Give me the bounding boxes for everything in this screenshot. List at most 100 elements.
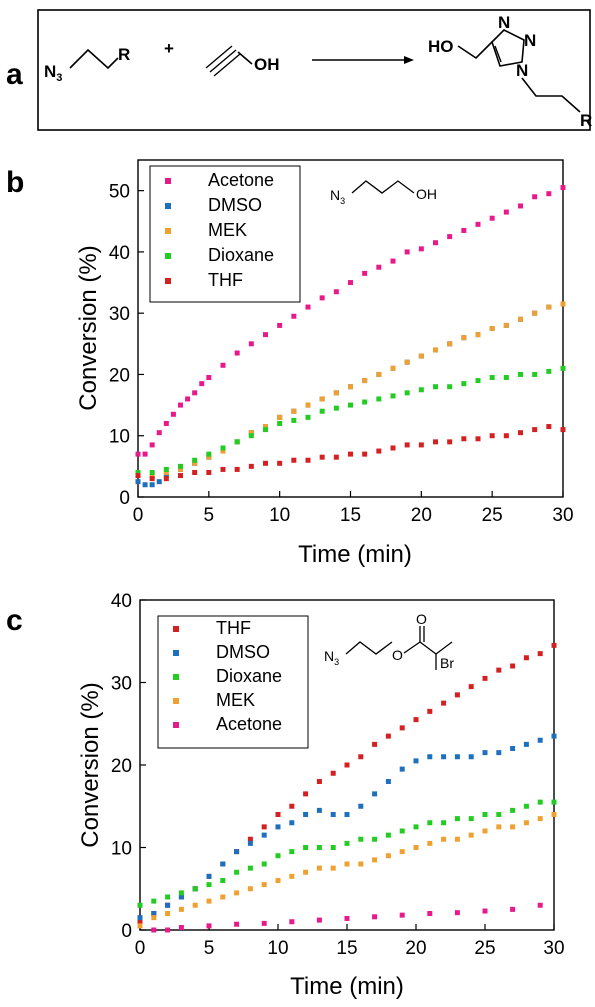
data-point (399, 766, 405, 772)
data-point (427, 911, 433, 916)
x-tick-label: 20 (405, 938, 426, 959)
x-tick-label: 15 (340, 505, 361, 526)
data-point (305, 402, 311, 408)
data-point (163, 420, 169, 426)
data-point (178, 463, 183, 469)
x-tick-label: 25 (474, 938, 495, 959)
product-ho: HO (428, 37, 454, 56)
data-point (137, 923, 143, 929)
x-tick-label: 10 (269, 505, 290, 526)
data-point (390, 445, 396, 451)
legend-label: THF (208, 270, 243, 290)
data-point (142, 482, 148, 488)
data-point (482, 750, 488, 756)
data-point (390, 393, 396, 399)
data-point (247, 836, 253, 842)
propargyl-ch2 (237, 51, 253, 65)
data-point (305, 304, 311, 310)
data-point (404, 359, 410, 365)
legend-c: THF DMSO Dioxane MEK Acetone (157, 615, 309, 749)
data-point (551, 642, 557, 648)
data-point (289, 919, 295, 925)
data-point (220, 362, 226, 368)
data-point (149, 476, 155, 482)
data-point (385, 733, 391, 739)
data-point (220, 466, 226, 472)
data-point (482, 908, 488, 914)
data-point (404, 249, 410, 255)
data-point (289, 820, 295, 826)
molecule-c-n3: N3 (324, 648, 339, 667)
data-point (234, 890, 240, 896)
data-point (277, 414, 283, 420)
y-tick-label: 50 (109, 182, 130, 203)
x-tick-label: 0 (135, 938, 146, 959)
data-point (156, 479, 162, 485)
data-point (523, 741, 529, 747)
data-point (468, 684, 474, 690)
data-point (468, 754, 474, 760)
data-point (468, 816, 474, 822)
data-point (142, 451, 148, 457)
reactant1-n3: N3 (44, 62, 62, 84)
data-point (468, 832, 474, 838)
data-point (390, 365, 396, 371)
data-point (135, 479, 141, 485)
data-point (376, 396, 382, 402)
data-point (192, 886, 198, 892)
data-point (418, 353, 424, 359)
panel-letter-c: c (6, 604, 23, 637)
data-point (372, 914, 378, 920)
molecule-c-ester-o: O (392, 647, 403, 663)
data-point (165, 894, 171, 900)
data-point (163, 466, 169, 472)
y-tick-label: 0 (119, 488, 130, 509)
data-point (454, 754, 460, 760)
molecule-b-n3: N3 (330, 187, 345, 206)
reactant1-r: R (118, 45, 130, 64)
data-point (475, 332, 481, 338)
data-point (275, 878, 281, 883)
data-point (427, 754, 433, 760)
data-point (503, 375, 509, 381)
data-point (418, 246, 424, 252)
panel-letter-b: b (6, 166, 24, 199)
data-point (206, 451, 212, 457)
data-point (303, 869, 309, 875)
data-point (413, 758, 419, 764)
alkyne-line-1 (209, 49, 237, 73)
data-point (151, 898, 157, 904)
data-point (135, 451, 141, 457)
data-point (220, 448, 226, 454)
data-point (178, 473, 183, 479)
data-point (263, 424, 268, 430)
data-point (362, 399, 368, 405)
data-point (344, 762, 350, 768)
data-point (413, 717, 419, 723)
molecule-c-chain (345, 641, 393, 655)
data-point (510, 807, 516, 813)
data-points-c (137, 642, 557, 933)
legend-marker (165, 203, 171, 209)
molecule-c-carbonyl-o: O (416, 611, 427, 627)
data-point (489, 375, 495, 381)
data-point (489, 215, 495, 221)
data-point (178, 466, 183, 472)
panel-letter-a: a (6, 58, 23, 91)
chart-b: b 0 5 10 15 20 25 30 0 10 20 30 40 50 Time (min) Con… (6, 159, 574, 568)
data-point (206, 469, 212, 475)
data-point (560, 301, 566, 307)
data-point (261, 882, 267, 888)
data-point (418, 442, 424, 448)
data-point (537, 799, 543, 805)
data-point (263, 427, 268, 433)
legend-marker (165, 228, 171, 234)
data-point (316, 865, 322, 871)
data-point (333, 405, 339, 411)
data-point (475, 378, 481, 384)
product-r: R (580, 111, 592, 130)
data-point (206, 375, 212, 381)
x-tick-label: 30 (543, 938, 564, 959)
data-point (275, 812, 281, 817)
data-point (546, 191, 552, 197)
